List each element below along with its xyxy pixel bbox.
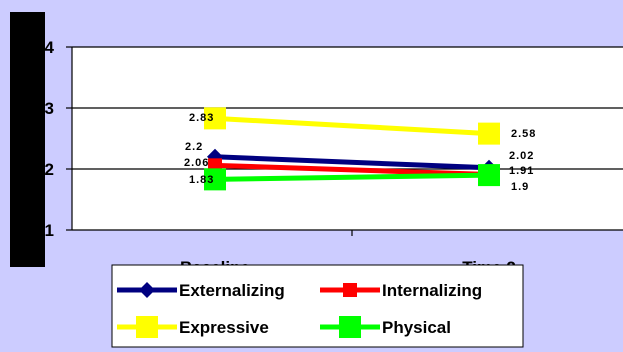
legend-label-externalizing: Externalizing	[179, 281, 285, 300]
legend-label-expressive: Expressive	[179, 318, 269, 337]
data-label-internalizing-time-2: 1.91	[509, 165, 534, 177]
y-tick-label-2: 2	[45, 160, 54, 179]
data-label-externalizing-baseline: 2.2	[185, 141, 203, 153]
data-label-expressive-baseline: 2.83	[189, 112, 214, 124]
series-expressive	[204, 107, 500, 145]
legend-marker-internalizing	[343, 283, 357, 297]
legend-item-expressive: Expressive	[117, 316, 269, 338]
data-label-expressive-time-2: 2.58	[511, 128, 536, 140]
series-physical	[204, 164, 500, 191]
y-axis-title-bar	[10, 12, 45, 267]
legend-item-physical: Physical	[320, 316, 451, 338]
legend-marker-externalizing	[139, 282, 155, 298]
point-physical-baseline	[204, 168, 226, 191]
point-physical-time-2	[478, 164, 500, 187]
legend-label-physical: Physical	[382, 318, 451, 337]
data-labels: 2.2 2.02 2.06 1.91 2.83 2.58 1.83 1.9	[184, 112, 536, 193]
y-tick-label-4: 4	[45, 38, 55, 57]
plot-area	[72, 47, 623, 230]
line-externalizing	[214, 154, 490, 171]
legend-label-internalizing: Internalizing	[382, 281, 482, 300]
line-internalizing	[214, 162, 490, 177]
data-label-physical-baseline: 1.83	[189, 174, 214, 186]
legend-item-internalizing: Internalizing	[320, 281, 482, 300]
line-expressive	[214, 115, 490, 137]
y-tick-label-1: 1	[45, 221, 54, 240]
y-tick-label-3: 3	[45, 99, 54, 118]
series-group	[204, 107, 500, 191]
legend-item-externalizing: Externalizing	[117, 281, 285, 300]
axes	[66, 46, 623, 236]
legend-box	[111, 264, 524, 348]
legend: Externalizing Internalizing Expressive Phys…	[111, 264, 524, 348]
data-label-externalizing-time-2: 2.02	[509, 150, 534, 162]
data-label-physical-time-2: 1.9	[511, 181, 529, 193]
line-physical	[214, 172, 490, 182]
legend-marker-expressive	[136, 316, 158, 338]
data-label-internalizing-baseline: 2.06	[184, 157, 209, 169]
point-expressive-time-2	[478, 122, 500, 145]
y-tick-labels: 1 2 3 4	[45, 38, 55, 240]
legend-marker-physical	[339, 316, 361, 338]
point-expressive-baseline	[204, 107, 226, 130]
